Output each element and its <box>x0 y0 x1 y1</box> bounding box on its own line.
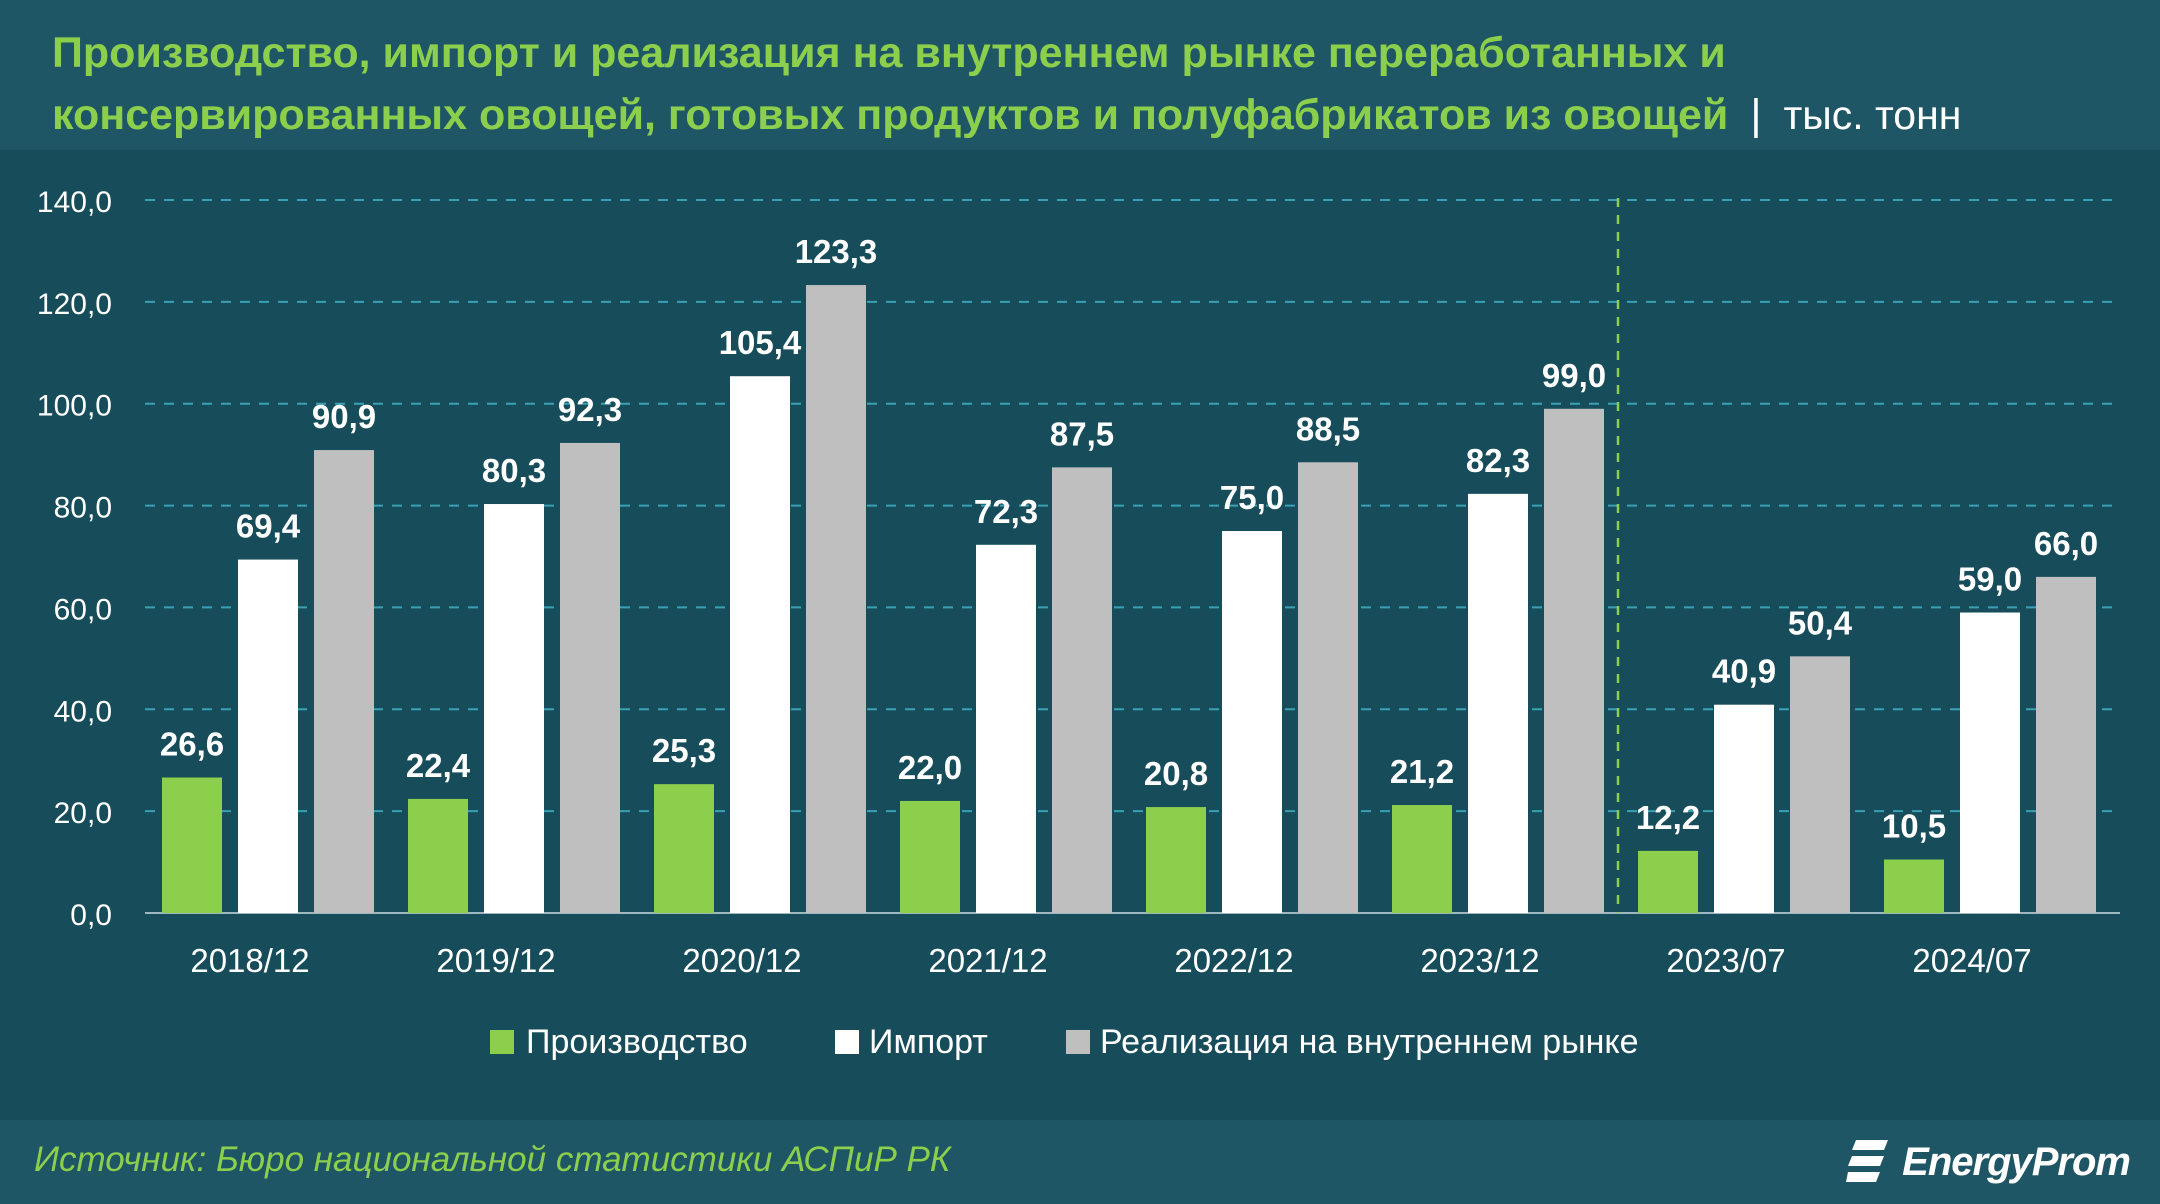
y-tick-label: 60,0 <box>54 593 112 626</box>
x-tick-label: 2021/12 <box>928 942 1047 979</box>
y-tick-label: 140,0 <box>37 186 112 219</box>
y-tick-label: 0,0 <box>70 899 112 932</box>
data-label: 92,3 <box>558 391 622 428</box>
unit-label: тыс. тонн <box>1783 92 1962 138</box>
bar <box>560 442 620 913</box>
source-note: Источник: Бюро национальной статистики А… <box>34 1140 951 1179</box>
chart-area: 0,0 20,0 40,0 60,0 80,0 100,0 120,0 140,0 26,6 69… <box>0 150 2160 1120</box>
x-tick-label: 2020/12 <box>682 942 801 979</box>
y-tick-label: 40,0 <box>54 695 112 728</box>
data-label: 80,3 <box>482 452 546 489</box>
bar <box>976 544 1036 913</box>
bar <box>1468 493 1528 913</box>
legend-label: Реализация на внутреннем рынке <box>1100 1023 1639 1061</box>
bar <box>1392 805 1452 913</box>
data-label: 10,5 <box>1882 808 1946 845</box>
x-tick-label: 2019/12 <box>436 942 555 979</box>
bar <box>806 285 866 913</box>
data-label: 87,5 <box>1050 415 1114 452</box>
y-tick-label: 120,0 <box>37 288 112 321</box>
data-label: 123,3 <box>795 233 878 270</box>
data-label: 22,0 <box>898 749 962 786</box>
data-label: 72,3 <box>974 493 1038 530</box>
bar <box>900 800 960 913</box>
y-tick-label: 100,0 <box>37 390 112 423</box>
bar <box>1960 612 2020 913</box>
bar <box>654 784 714 913</box>
data-label: 50,4 <box>1788 604 1853 641</box>
legend-label: Производство <box>526 1023 748 1061</box>
data-label: 99,0 <box>1542 357 1606 394</box>
unit-separator: | <box>1750 91 1762 139</box>
legend-swatch <box>835 1030 859 1054</box>
x-tick-label: 2023/12 <box>1420 942 1539 979</box>
bar <box>1222 531 1282 913</box>
data-label: 22,4 <box>406 747 471 784</box>
bar <box>1544 408 1604 913</box>
data-label: 12,2 <box>1636 799 1700 836</box>
bar <box>1638 850 1698 913</box>
bar <box>1714 704 1774 913</box>
bar <box>1884 859 1944 913</box>
data-label: 66,0 <box>2034 525 2098 562</box>
title-text: Производство, импорт и реализация на вну… <box>52 29 1729 139</box>
data-label: 26,6 <box>160 726 224 763</box>
energyprom-logo-icon <box>1846 1140 1889 1182</box>
x-tick-label: 2022/12 <box>1174 942 1293 979</box>
bar <box>408 798 468 913</box>
x-tick-label: 2023/07 <box>1666 942 1785 979</box>
bar <box>1298 462 1358 913</box>
header-band: Производство, импорт и реализация на вну… <box>0 0 2160 150</box>
data-label: 90,9 <box>312 398 376 435</box>
data-label: 59,0 <box>1958 561 2022 598</box>
x-tick-label: 2024/07 <box>1912 942 2031 979</box>
bar-chart: 0,0 20,0 40,0 60,0 80,0 100,0 120,0 140,0 26,6 69… <box>37 186 2120 1061</box>
bar <box>2036 576 2096 913</box>
bar <box>1146 807 1206 913</box>
bar <box>314 450 374 913</box>
data-label: 21,2 <box>1390 753 1454 790</box>
bar <box>730 376 790 913</box>
brand-name: EnergyProm <box>1902 1139 2131 1184</box>
chart-title: Производство, импорт и реализация на вну… <box>52 22 2112 146</box>
bar <box>484 504 544 913</box>
x-tick-label: 2018/12 <box>190 942 309 979</box>
legend-label: Импорт <box>869 1023 988 1061</box>
bar <box>238 559 298 913</box>
bar <box>1052 467 1112 913</box>
data-label: 69,4 <box>236 508 301 545</box>
legend-swatch <box>1066 1030 1090 1054</box>
brand-logo: EnergyProm <box>1846 1134 2131 1190</box>
data-label: 82,3 <box>1466 442 1530 479</box>
legend-swatch <box>490 1030 514 1054</box>
y-tick-label: 80,0 <box>54 492 112 525</box>
y-tick-label: 20,0 <box>54 797 112 830</box>
data-label: 88,5 <box>1296 410 1360 447</box>
bar <box>1790 656 1850 913</box>
data-label: 105,4 <box>719 324 802 361</box>
data-label: 20,8 <box>1144 755 1208 792</box>
bar <box>162 777 222 913</box>
data-label: 25,3 <box>652 732 716 769</box>
data-label: 75,0 <box>1220 479 1284 516</box>
footer-band: Источник: Бюро национальной статистики А… <box>0 1120 2160 1204</box>
data-label: 40,9 <box>1712 653 1776 690</box>
